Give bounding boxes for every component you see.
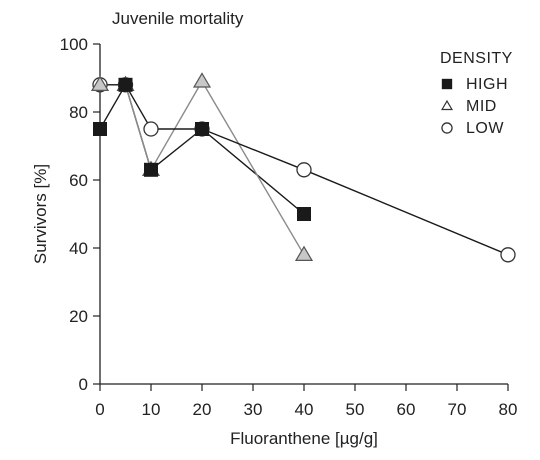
y-tick-label: 80 — [69, 103, 88, 122]
x-axis-title: Fluoranthene [µg/g] — [230, 429, 378, 448]
legend-item-low: LOW — [441, 120, 504, 137]
x-tick-label: 0 — [95, 400, 104, 419]
y-tick-label: 0 — [79, 375, 88, 394]
legend: DENSITY HIGH MID LOW — [440, 50, 513, 137]
ticks: 0 10 20 30 40 50 60 70 80 0 20 40 60 80 100 — [60, 35, 518, 419]
data-point-mid — [294, 245, 314, 261]
y-tick-label: 40 — [69, 239, 88, 258]
y-tick-label: 20 — [69, 307, 88, 326]
y-tick-label: 100 — [60, 35, 88, 54]
x-tick-label: 60 — [397, 400, 416, 419]
series-line-mid — [100, 80, 305, 256]
legend-marker-low — [441, 122, 453, 134]
y-axis-title: Survivors [%] — [31, 164, 50, 264]
x-tick-label: 70 — [448, 400, 467, 419]
data-point-high — [144, 162, 158, 177]
x-tick-label: 30 — [244, 400, 263, 419]
chart-title: Juvenile mortality — [112, 9, 244, 28]
data-point-low — [500, 247, 516, 263]
data-point-low — [143, 121, 159, 137]
legend-marker-mid — [440, 99, 454, 111]
data-point-low — [296, 162, 312, 178]
x-tick-label: 10 — [142, 400, 161, 419]
markers — [90, 72, 516, 263]
x-tick-label: 80 — [499, 400, 518, 419]
x-tick-label: 50 — [346, 400, 365, 419]
legend-label-low: LOW — [466, 120, 504, 137]
x-tick-label: 40 — [295, 400, 314, 419]
x-tick-label: 20 — [193, 400, 212, 419]
legend-item-high: HIGH — [441, 76, 508, 93]
legend-title: DENSITY — [440, 50, 513, 67]
legend-marker-high — [441, 78, 453, 90]
legend-label-mid: MID — [466, 98, 497, 115]
legend-items: HIGH MID LOW — [440, 76, 508, 137]
data-point-high — [118, 77, 133, 92]
data-point-mid — [192, 72, 212, 88]
data-point-high — [195, 122, 209, 136]
data-point-high — [93, 122, 107, 136]
y-tick-label: 60 — [69, 171, 88, 190]
legend-label-high: HIGH — [466, 76, 508, 93]
data-point-high — [297, 207, 311, 221]
legend-item-mid: MID — [440, 98, 497, 115]
data-point-mid — [90, 75, 110, 92]
